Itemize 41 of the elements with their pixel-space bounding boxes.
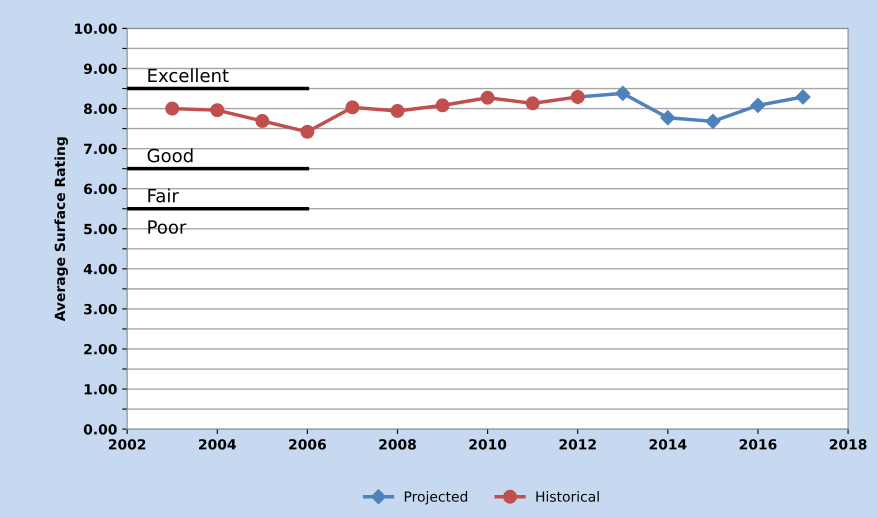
point [255,114,270,128]
point [750,98,766,113]
y-axis-title: Average Surface Rating [54,137,68,322]
point [210,103,224,118]
y-tick-label: 0.00 [84,424,117,435]
point [526,96,540,110]
y-tick-label: 6.00 [84,184,117,194]
legend-label: Historical [536,491,599,502]
legend-label: Projected [404,491,468,504]
x-tick-label: 2004 [199,439,236,450]
point [705,114,720,129]
point [615,86,630,101]
annotation: Poor [148,220,186,234]
x-tick-label: 2018 [830,439,867,450]
y-tick-label: 4.00 [84,264,117,274]
point [390,104,404,118]
annotation: Fair [148,188,179,202]
point [300,124,314,139]
x-tick-label: 2002 [108,439,146,450]
annotation: Good [148,148,193,162]
point [660,110,676,126]
y-tick-label: 1.00 [84,384,117,395]
x-tick-label: 2014 [650,439,687,450]
point [480,90,495,105]
x-tick-label: 2010 [469,439,506,450]
point [346,100,360,114]
y-tick-label: 5.00 [84,224,117,234]
point [795,89,811,105]
y-tick-label: 7.00 [84,144,117,154]
x-tick-label: 2016 [740,439,777,450]
x-tick-label: 2006 [289,439,326,450]
y-tick-label: 9.00 [84,63,117,74]
y-tick-label: 8.00 [84,104,117,114]
y-tick-label: 3.00 [84,304,117,314]
x-tick-label: 2008 [379,439,416,450]
y-tick-label: 10.00 [75,23,117,34]
point [436,98,450,112]
point [165,102,180,116]
x-tick-label: 2012 [559,439,596,450]
annotation: Excellent [148,68,229,82]
y-tick-label: 2.00 [84,344,117,354]
